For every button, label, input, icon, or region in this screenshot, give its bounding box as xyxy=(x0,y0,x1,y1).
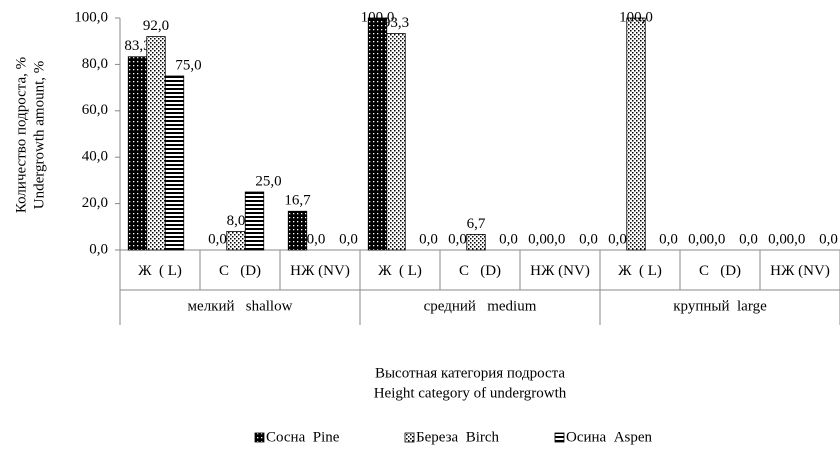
bar xyxy=(244,191,265,251)
data-label: 0,0 xyxy=(547,231,566,247)
y-tick-label: 40,0 xyxy=(82,149,108,165)
x-tick-label: С (D) xyxy=(698,263,742,279)
y-tick-label: 100,0 xyxy=(74,9,108,25)
x-axis-title: Высотная категория подроста xyxy=(375,365,565,381)
data-label: 0,0 xyxy=(787,231,806,247)
y-axis-title: Количество подроста, % xyxy=(13,57,29,213)
bar xyxy=(466,234,486,251)
data-label: 0,0 xyxy=(768,231,787,247)
legend-label: Сосна Pine xyxy=(266,429,340,445)
data-label: 0,0 xyxy=(419,231,438,247)
x-tick-label: С (D) xyxy=(218,263,262,279)
x-axis-title: Height category of undergrowth xyxy=(374,385,567,401)
legend-swatch xyxy=(554,432,565,443)
group-label: крупный large xyxy=(673,298,767,314)
y-tick-label: 0,0 xyxy=(89,241,108,257)
data-label: 0,0 xyxy=(739,231,758,247)
data-label: 93,3 xyxy=(383,15,409,31)
data-label: 8,0 xyxy=(227,213,246,229)
data-label: 16,7 xyxy=(284,193,311,209)
bar xyxy=(164,75,185,251)
bar xyxy=(367,17,388,251)
x-tick-label: Ж ( L) xyxy=(138,263,182,279)
data-label: 0,0 xyxy=(608,231,627,247)
group-label: мелкий shallow xyxy=(188,298,293,314)
data-label: 0,0 xyxy=(499,231,518,247)
y-tick-label: 20,0 xyxy=(82,195,108,211)
group-label: средний medium xyxy=(424,298,537,314)
data-label: 6,7 xyxy=(467,216,486,232)
y-tick-label: 80,0 xyxy=(82,56,108,72)
data-label: 0,0 xyxy=(579,231,598,247)
legend-swatch xyxy=(404,432,415,443)
legend-swatch xyxy=(254,432,265,443)
data-label: 100,0 xyxy=(619,9,653,25)
data-label: 100,0 xyxy=(361,9,395,25)
data-label: 83,3 xyxy=(124,38,150,54)
bar xyxy=(146,36,166,251)
data-label: 0,0 xyxy=(688,231,707,247)
x-tick-label: НЖ (NV) xyxy=(530,263,590,279)
bar xyxy=(626,17,646,251)
data-label: 0,0 xyxy=(339,231,358,247)
data-label: 25,0 xyxy=(255,173,281,189)
legend-label: Береза Birch xyxy=(416,429,500,445)
data-label: 0,0 xyxy=(819,231,838,247)
y-tick-label: 60,0 xyxy=(82,102,108,118)
data-label: 0,0 xyxy=(528,231,547,247)
data-label: 0,0 xyxy=(707,231,726,247)
x-tick-label: С (D) xyxy=(458,263,502,279)
bar xyxy=(127,56,148,251)
data-label: 0,0 xyxy=(307,231,326,247)
data-label: 0,0 xyxy=(659,231,678,247)
bar xyxy=(226,231,246,251)
bar xyxy=(386,33,406,251)
bar xyxy=(287,210,308,251)
x-tick-label: Ж ( L) xyxy=(378,263,422,279)
data-label: 0,0 xyxy=(208,231,227,247)
data-label: 92,0 xyxy=(143,18,169,34)
data-label: 0,0 xyxy=(448,231,467,247)
x-tick-label: НЖ (NV) xyxy=(290,263,350,279)
legend-label: Осина Aspen xyxy=(566,429,653,445)
x-tick-label: Ж ( L) xyxy=(618,263,662,279)
x-tick-label: НЖ (NV) xyxy=(770,263,830,279)
data-label: 75,0 xyxy=(175,57,201,73)
y-axis-title: Undergrowth amount, % xyxy=(31,61,47,209)
